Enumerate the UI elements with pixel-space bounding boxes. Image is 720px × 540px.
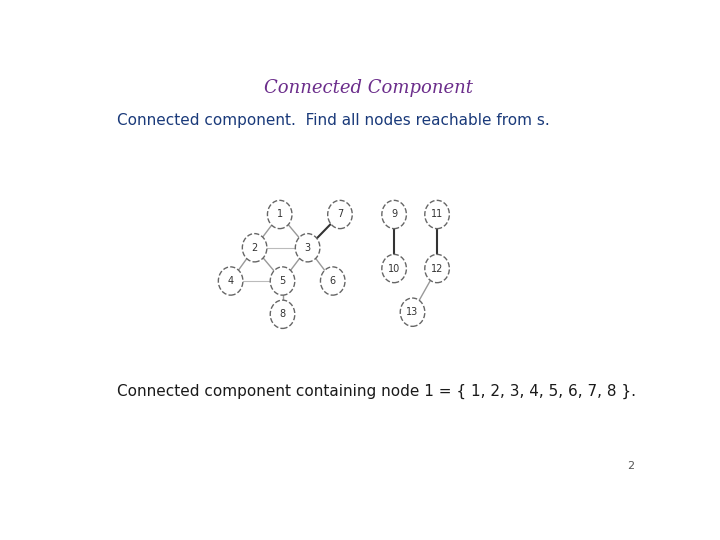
Text: 6: 6 xyxy=(330,276,336,286)
Text: 9: 9 xyxy=(391,210,397,219)
Text: Connected component containing node 1 = { 1, 2, 3, 4, 5, 6, 7, 8 }.: Connected component containing node 1 = … xyxy=(117,383,636,399)
Text: 11: 11 xyxy=(431,210,444,219)
Text: 13: 13 xyxy=(406,307,418,317)
Ellipse shape xyxy=(328,200,352,228)
Text: 2: 2 xyxy=(627,462,634,471)
Text: 7: 7 xyxy=(337,210,343,219)
Ellipse shape xyxy=(382,200,406,228)
Ellipse shape xyxy=(270,300,294,328)
Ellipse shape xyxy=(425,200,449,228)
Ellipse shape xyxy=(382,254,406,282)
Text: 4: 4 xyxy=(228,276,234,286)
Ellipse shape xyxy=(243,234,267,262)
Ellipse shape xyxy=(218,267,243,295)
Ellipse shape xyxy=(267,200,292,228)
Ellipse shape xyxy=(270,267,294,295)
Ellipse shape xyxy=(295,234,320,262)
Ellipse shape xyxy=(320,267,345,295)
Text: 5: 5 xyxy=(279,276,286,286)
Text: 12: 12 xyxy=(431,264,444,274)
Ellipse shape xyxy=(400,298,425,326)
Text: 1: 1 xyxy=(276,210,283,219)
Text: Connected component.  Find all nodes reachable from s.: Connected component. Find all nodes reac… xyxy=(117,113,549,129)
Text: 10: 10 xyxy=(388,264,400,274)
Text: 8: 8 xyxy=(279,309,286,319)
Ellipse shape xyxy=(425,254,449,282)
Text: Connected Component: Connected Component xyxy=(264,79,474,97)
Text: 3: 3 xyxy=(305,243,311,253)
Text: 2: 2 xyxy=(251,243,258,253)
